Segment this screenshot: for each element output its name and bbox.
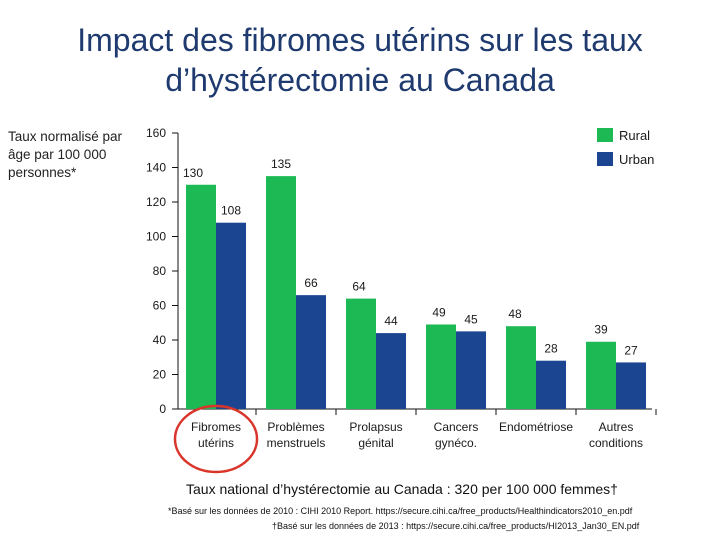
highlight-circle — [173, 404, 259, 474]
y-tick-label: 140 — [146, 161, 166, 175]
bar-urban — [216, 222, 246, 409]
bar-rural — [346, 298, 376, 409]
chart-title: Impact des fibromes utérins sur les taux… — [0, 20, 720, 100]
data-label: 28 — [544, 342, 558, 356]
y-tick-label: 60 — [153, 299, 167, 313]
category-label: gynéco. — [435, 436, 477, 450]
bar-rural — [426, 324, 456, 409]
y-axis-label: Taux normalisé par âge par 100 000 perso… — [8, 129, 123, 180]
bar-rural — [586, 341, 616, 409]
y-tick-label: 100 — [146, 230, 166, 244]
legend-label: Urban — [619, 152, 654, 167]
legend-label: Rural — [619, 128, 650, 143]
category-label: Autres — [599, 420, 634, 434]
data-label: 64 — [352, 280, 366, 294]
category-label: Cancers — [434, 420, 479, 434]
y-tick-label: 20 — [153, 368, 167, 382]
y-tick-label: 120 — [146, 195, 166, 209]
y-tick-label: 160 — [146, 126, 166, 140]
data-label: 27 — [624, 343, 638, 357]
footnote-1: *Basé sur les données de 2010 : CIHI 201… — [168, 506, 633, 516]
data-label: 44 — [384, 314, 398, 328]
bar-urban — [296, 295, 326, 409]
bar-rural — [506, 326, 536, 409]
category-label: Problèmes — [267, 420, 324, 434]
national-rate-note: Taux national d’hystérectomie au Canada … — [186, 481, 618, 497]
bar-urban — [536, 360, 566, 409]
legend-swatch-rural — [597, 128, 613, 142]
category-label: génital — [358, 436, 393, 450]
data-label: 39 — [594, 323, 608, 337]
data-label: 48 — [508, 307, 522, 321]
y-tick-label: 80 — [153, 264, 167, 278]
bar-rural — [186, 184, 216, 409]
bar-urban — [376, 333, 406, 409]
data-label: 130 — [183, 166, 203, 180]
legend-swatch-urban — [597, 152, 613, 166]
y-tick-label: 40 — [153, 333, 167, 347]
bar-rural — [266, 176, 296, 409]
category-label: menstruels — [267, 436, 326, 450]
bar-urban — [456, 331, 486, 409]
title-line-2: d’hystérectomie au Canada — [165, 62, 555, 98]
category-label: utérins — [198, 436, 234, 450]
y-tick-label: 0 — [159, 402, 166, 416]
data-label: 49 — [432, 305, 446, 319]
category-label: Prolapsus — [349, 420, 402, 434]
title-line-1: Impact des fibromes utérins sur les taux — [77, 22, 643, 58]
footnote-2: †Basé sur les données de 2013 : https://… — [272, 521, 640, 531]
data-label: 66 — [304, 276, 318, 290]
data-label: 135 — [271, 157, 291, 171]
category-label: Endométriose — [499, 420, 573, 434]
bar-urban — [616, 362, 646, 409]
data-label: 108 — [221, 204, 241, 218]
category-label: Fibromes — [191, 420, 241, 434]
data-label: 45 — [464, 312, 478, 326]
category-label: conditions — [589, 436, 643, 450]
